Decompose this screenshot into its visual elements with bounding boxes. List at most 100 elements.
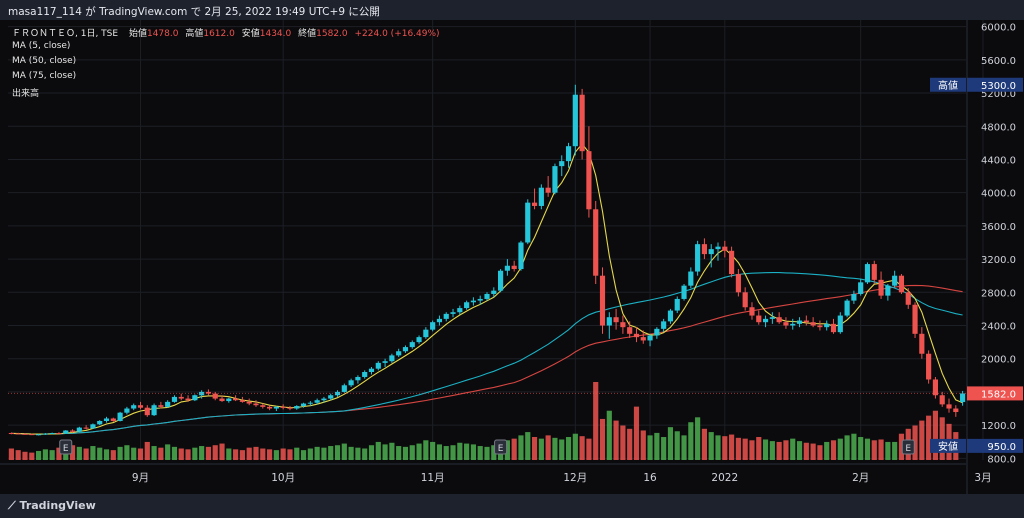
high-tag: 高値 5300.0 xyxy=(930,77,1023,92)
volume-bar xyxy=(35,450,42,460)
low-tag: 安値 950.0 xyxy=(930,438,1023,453)
candle-body xyxy=(824,323,830,328)
volume-bar xyxy=(450,445,456,460)
candle xyxy=(545,176,551,197)
candle-body xyxy=(796,320,803,324)
volume-bar xyxy=(307,448,313,460)
y-tick-label: 2400.0 xyxy=(981,322,1016,333)
candle-body xyxy=(477,298,483,301)
x-tick-label: 2月 xyxy=(852,472,869,484)
candle-body xyxy=(83,427,89,429)
volume-bar xyxy=(294,447,300,460)
volume-bar xyxy=(599,418,606,460)
candle-body xyxy=(858,282,864,294)
candle-body xyxy=(171,396,178,402)
candle xyxy=(35,433,42,436)
candle-body xyxy=(864,264,871,283)
candle-body xyxy=(762,318,769,323)
candle xyxy=(287,406,293,411)
candle xyxy=(260,403,266,409)
legend-high-value: 1612.0 xyxy=(203,29,235,39)
volume-bar xyxy=(396,446,402,460)
volume-bar xyxy=(409,445,415,460)
candle xyxy=(695,240,701,276)
volume-bar xyxy=(871,440,877,460)
candle xyxy=(69,429,76,433)
candle xyxy=(593,200,599,284)
volume-bar xyxy=(239,450,245,460)
candle xyxy=(165,400,171,408)
candle-body xyxy=(205,391,212,394)
volume-bar xyxy=(749,440,755,460)
low-tag-value-bg xyxy=(967,438,1023,453)
candle-body xyxy=(375,362,381,369)
legend-ma50[interactable]: MA (50, close) xyxy=(12,56,77,66)
x-tick-label: 9月 xyxy=(132,472,149,484)
candle-body xyxy=(593,209,599,276)
candle xyxy=(939,391,945,407)
legend-volume[interactable]: 出来高 xyxy=(12,89,40,99)
legend-ma75[interactable]: MA (75, close) xyxy=(12,71,77,81)
earnings-marker-box xyxy=(901,439,915,455)
y-tick-label: 3600.0 xyxy=(981,222,1016,233)
volume-bar xyxy=(464,443,470,460)
volume-bar xyxy=(783,440,789,460)
earnings-marker: E xyxy=(494,439,508,455)
volume-bar xyxy=(15,450,21,460)
legend-ma5[interactable]: MA (5, close) xyxy=(12,41,71,51)
candle-body xyxy=(15,433,21,435)
candle xyxy=(389,353,395,363)
candle xyxy=(470,297,476,306)
volume-bar xyxy=(898,433,905,460)
volume-bar xyxy=(708,432,714,460)
candle-body xyxy=(756,315,762,323)
candle xyxy=(837,312,843,334)
volume-bar xyxy=(131,447,137,460)
candle xyxy=(464,300,470,310)
candle-body xyxy=(742,292,748,308)
candle-body xyxy=(260,405,266,407)
candlesticks xyxy=(8,84,966,436)
candle-body xyxy=(735,274,741,293)
candle xyxy=(355,375,361,384)
volume-bar xyxy=(790,438,796,460)
candle xyxy=(586,126,592,218)
candle xyxy=(783,317,789,329)
candle xyxy=(708,244,714,268)
candle xyxy=(919,327,925,359)
candle xyxy=(681,284,687,301)
volume-bar xyxy=(362,448,368,460)
candle xyxy=(110,417,116,422)
high-tag-label-bg xyxy=(930,77,966,92)
candle xyxy=(606,312,612,339)
candle-body xyxy=(436,318,443,323)
volume-bar xyxy=(443,446,449,460)
volume-bar xyxy=(69,445,76,460)
candle xyxy=(498,269,504,293)
volume-bar xyxy=(613,420,619,460)
volume-bar xyxy=(178,448,184,460)
candle xyxy=(640,330,646,344)
volume-bar xyxy=(593,382,599,460)
candle xyxy=(824,320,830,331)
candle xyxy=(97,420,103,426)
candle-body xyxy=(430,322,436,330)
price-chart[interactable]: 800.01200.01600.02000.02400.02800.03200.… xyxy=(0,20,1024,494)
candle-body xyxy=(42,433,48,435)
candle-body xyxy=(314,400,320,403)
candle-body xyxy=(878,279,884,296)
volume-bar xyxy=(620,425,626,460)
candle-body xyxy=(790,323,796,326)
volume-bar xyxy=(110,450,116,460)
candle-body xyxy=(701,244,708,255)
candle xyxy=(382,358,388,368)
volume-bar xyxy=(144,441,150,460)
candle-body xyxy=(396,351,402,356)
candle-body xyxy=(572,94,578,147)
candle-body xyxy=(810,322,816,326)
volume-bar xyxy=(885,441,891,460)
volume-bar xyxy=(647,435,653,460)
y-tick-label: 6000.0 xyxy=(981,23,1016,34)
candle-body xyxy=(674,298,680,311)
volume-bar xyxy=(511,438,517,460)
